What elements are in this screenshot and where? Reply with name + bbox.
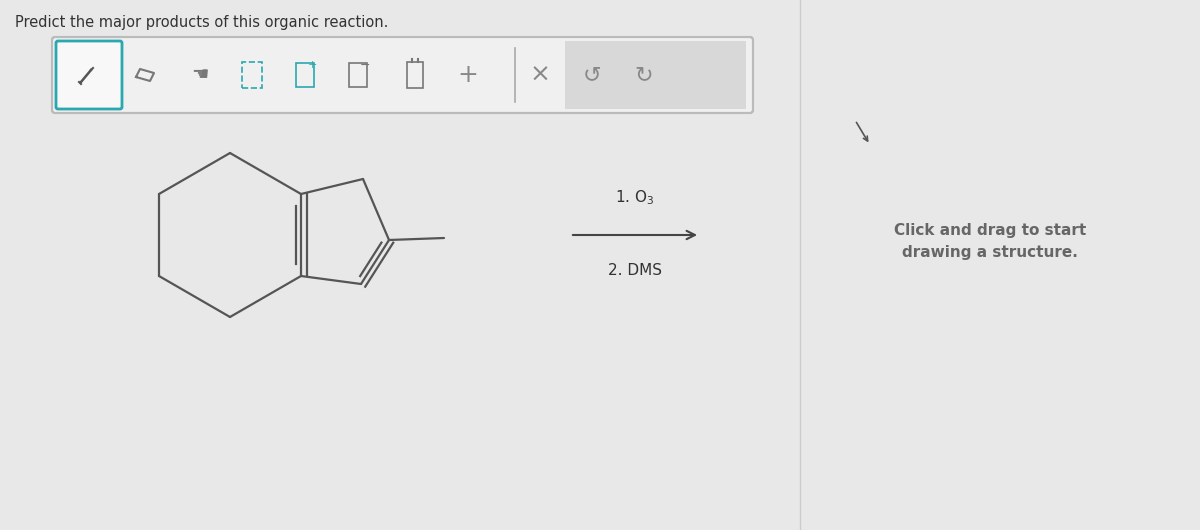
Text: ☚: ☚	[191, 66, 209, 84]
Text: ↻: ↻	[635, 65, 653, 85]
Text: 2. DMS: 2. DMS	[608, 263, 662, 278]
Text: 1. O$_3$: 1. O$_3$	[616, 188, 655, 207]
Bar	[565, 41, 746, 109]
Text: ↺: ↺	[583, 65, 601, 85]
Bar	[407, 62, 424, 88]
Bar	[349, 63, 367, 87]
Text: drawing a structure.: drawing a structure.	[902, 244, 1078, 260]
Text: ×: ×	[529, 63, 551, 87]
FancyBboxPatch shape	[56, 41, 122, 109]
Text: +: +	[457, 63, 479, 87]
FancyBboxPatch shape	[52, 37, 754, 113]
Text: +: +	[307, 60, 317, 70]
Bar	[242, 62, 262, 88]
Bar	[296, 63, 314, 87]
Text: Predict the major products of this organic reaction.: Predict the major products of this organ…	[14, 15, 389, 30]
Text: Click and drag to start: Click and drag to start	[894, 223, 1086, 237]
Text: −: −	[360, 58, 371, 72]
